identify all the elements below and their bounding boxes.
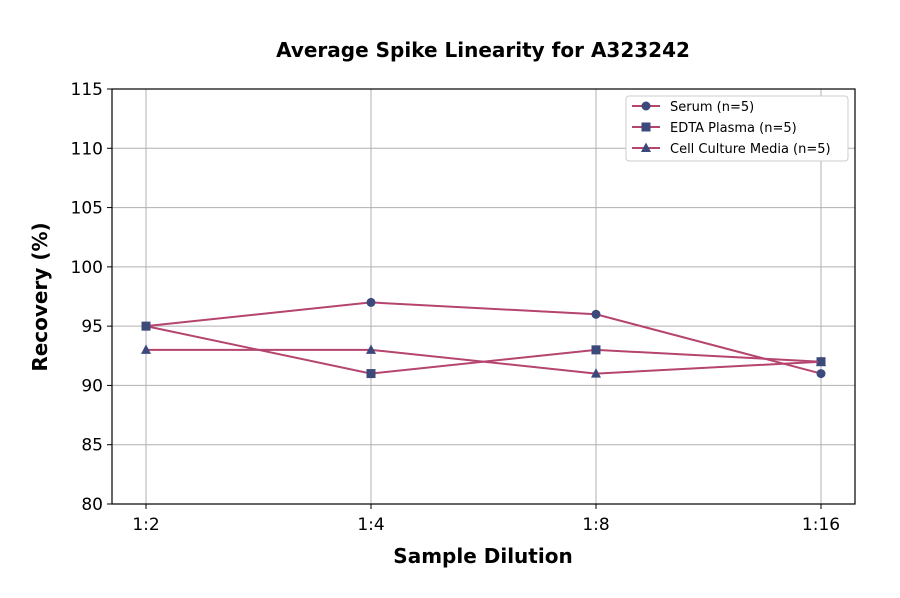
legend-item: Serum (n=5)	[632, 100, 754, 115]
y-tick-label: 100	[71, 258, 103, 278]
data-point-square	[366, 369, 376, 379]
data-point-square	[141, 321, 151, 331]
data-point-circle	[816, 369, 826, 379]
legend-marker-circle	[641, 101, 651, 111]
data-point-triangle	[816, 356, 826, 366]
legend-item: EDTA Plasma (n=5)	[632, 121, 797, 136]
y-axis-label: Recovery (%)	[28, 222, 52, 371]
series-line	[146, 348, 822, 375]
x-tick-label: 1:2	[132, 515, 159, 535]
legend-label: Serum (n=5)	[670, 100, 754, 115]
y-tick-label: 115	[71, 80, 103, 100]
x-tick-label: 1:4	[357, 515, 384, 535]
y-tick-label: 90	[81, 376, 103, 396]
legend-marker-square	[641, 122, 651, 132]
x-tick-label: 1:8	[582, 515, 609, 535]
series-line	[145, 301, 822, 375]
plot-frame	[111, 88, 856, 505]
data-point-triangle	[591, 368, 601, 378]
legend-marker-triangle	[641, 142, 651, 152]
y-tick-label: 110	[71, 139, 103, 159]
data-point-square	[591, 345, 601, 355]
y-tick-label: 105	[71, 199, 103, 219]
series-2	[141, 344, 826, 378]
legend-box	[625, 95, 849, 162]
data-point-circle	[591, 309, 601, 319]
chart-title: Average Spike Linearity for A323242	[276, 38, 690, 62]
legend-label: Cell Culture Media (n=5)	[670, 142, 831, 157]
legend-item: Cell Culture Media (n=5)	[632, 142, 831, 157]
data-point-circle	[366, 297, 376, 307]
x-tick-label: 1:16	[802, 515, 840, 535]
y-tick-label: 85	[81, 436, 103, 456]
legend-label: EDTA Plasma (n=5)	[670, 121, 797, 136]
y-tick-label: 95	[81, 317, 103, 337]
y-tick-label: 80	[81, 495, 103, 515]
x-axis-label: Sample Dilution	[393, 544, 572, 568]
legend: Serum (n=5) EDTA Plasma (n=5) Cell Culture…	[625, 95, 849, 162]
data-point-triangle	[141, 344, 151, 354]
data-point-triangle	[366, 344, 376, 354]
